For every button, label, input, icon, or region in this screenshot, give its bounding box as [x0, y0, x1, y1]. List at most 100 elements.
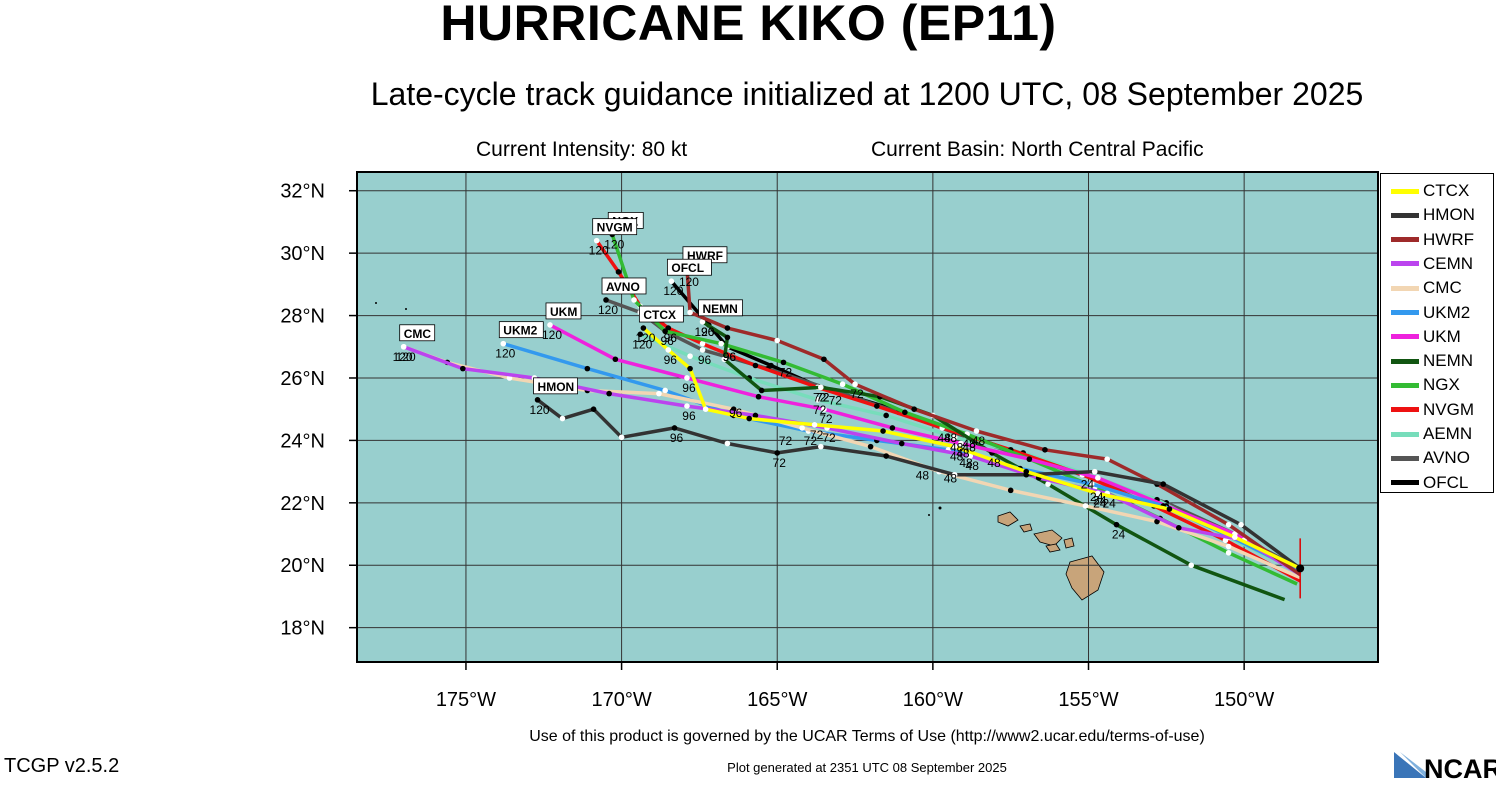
track-point-nvgm: [593, 237, 600, 244]
hour-label-nemn: 120: [695, 325, 715, 339]
island-2: [1045, 543, 1061, 553]
legend-item-hmon: HMON: [1391, 204, 1475, 226]
hour-label-ngx: 120: [604, 237, 624, 251]
track-point-nemn: [721, 356, 728, 363]
track-point-ngx: [631, 297, 637, 303]
model-label-box: [592, 218, 638, 236]
legend-swatch: [1391, 455, 1419, 461]
legend-item-nvgm: NVGM: [1391, 399, 1474, 421]
track-point-ukm: [684, 375, 690, 381]
model-label-nemn: NEMN: [698, 299, 743, 317]
legend-label: UKM: [1423, 326, 1461, 346]
track-point-hmon: [590, 406, 597, 412]
track-point-ngx: [839, 381, 846, 388]
model-label-box: [498, 321, 544, 339]
hour-label-hwrf: 120: [679, 275, 699, 289]
legend-swatch: [1391, 407, 1419, 413]
track-point-cemn: [898, 440, 905, 447]
track-ukm: [549, 323, 1302, 574]
track-point-ngx: [902, 409, 908, 416]
hour-label-avno: 72: [829, 393, 843, 407]
legend-label: NGX: [1423, 375, 1460, 395]
legend-label: OFCL: [1423, 472, 1469, 492]
track-point-cemn: [606, 390, 612, 397]
legend-item-avno: AVNO: [1391, 447, 1470, 469]
hour-label-ctcx: 24: [1093, 496, 1107, 510]
track-point-hmon: [724, 440, 731, 447]
hour-label-ukm2: 72: [804, 434, 818, 448]
legend-swatch: [1391, 334, 1419, 340]
model-label-text: NEMN: [703, 302, 738, 316]
legend-label: UKM2: [1423, 302, 1471, 322]
model-label-ofcl: OFCL: [666, 258, 712, 276]
hour-label-hmon: 120: [530, 403, 550, 417]
ncar-logo-text: NCAR: [1424, 754, 1496, 780]
track-point-nemn: [1188, 562, 1195, 569]
track-point-hmon: [818, 443, 824, 450]
track-point-hwrf: [911, 406, 917, 412]
track-point-hmon: [883, 453, 889, 459]
hour-label-ukm: 72: [819, 412, 833, 426]
track-point-ukm: [889, 425, 896, 431]
track-point-hwrf: [1225, 521, 1232, 528]
track-point-aemn: [951, 434, 958, 441]
hour-label-ofcl: 48: [944, 431, 958, 445]
track-cmc: [403, 345, 1301, 580]
track-point-hwrf: [821, 356, 827, 363]
track-point-ukm2: [1088, 481, 1095, 487]
islet-d: [375, 302, 377, 304]
model-label-text: CMC: [404, 327, 432, 341]
hour-label-ukm: 48: [956, 447, 970, 461]
hour-label-cemn: 120: [396, 350, 416, 364]
hour-label-ofcl: 24: [1081, 478, 1095, 492]
track-point-ukm2: [662, 387, 668, 394]
hour-label-ngx: 48: [962, 437, 976, 451]
track-point-cmc: [867, 443, 874, 450]
hour-label-cmc: 120: [393, 350, 413, 364]
legend-swatch: [1391, 237, 1419, 243]
track-point-ctcx: [702, 406, 709, 412]
hour-label-nvgm: 72: [813, 390, 827, 404]
track-point-hmon: [951, 471, 958, 478]
current-position-dot: [1296, 564, 1305, 573]
hour-label-cemn: 72: [822, 431, 836, 445]
hour-label-ofcl: 96: [723, 350, 737, 364]
x-tick-label: 165°W: [747, 689, 807, 711]
track-point-hwrf: [973, 428, 980, 434]
track-point-cmc: [1225, 543, 1232, 550]
model-label-box: [545, 302, 582, 320]
track-point-ngx: [1225, 549, 1232, 556]
track-point-cemn: [400, 343, 407, 350]
legend-item-aemn: AEMN: [1391, 423, 1472, 445]
x-tick-label: 160°W: [903, 689, 963, 711]
hour-label-nvgm: 48: [938, 431, 952, 445]
track-point-hwrf: [774, 337, 781, 344]
ncar-logo: NCAR: [1392, 748, 1497, 784]
legend-item-nemn: NEMN: [1391, 350, 1473, 372]
terms-of-use: Use of this product is governed by the U…: [529, 728, 1205, 745]
hour-label-cemn: 48: [966, 459, 980, 473]
model-label-box: [533, 377, 578, 395]
track-point-ctcx: [951, 443, 958, 450]
hour-label-cemn: 96: [682, 409, 696, 423]
model-label-text: UKM2: [503, 324, 537, 338]
track-point-cemn: [684, 403, 690, 409]
hour-label-aemn: 72: [813, 403, 827, 417]
model-label-ukm2: UKM2: [498, 321, 544, 339]
track-point-nvgm: [699, 340, 706, 347]
track-point-avno: [603, 297, 609, 303]
legend-label: AEMN: [1423, 424, 1473, 443]
model-label-avno: AVNO: [601, 277, 647, 295]
hour-label-ukm2: 120: [495, 347, 515, 361]
hour-label-ukm2: 96: [729, 406, 743, 420]
track-point-aemn: [814, 397, 821, 403]
model-label-ctcx: CTCX: [638, 305, 684, 323]
track-point-nemn: [758, 387, 765, 394]
hour-label-cemn: 24: [1103, 496, 1117, 510]
map-subtitle: Late-cycle track guidance initialized at…: [370, 76, 1364, 112]
track-point-hmon: [559, 415, 566, 422]
track-point-ctcx: [687, 365, 693, 372]
islet-b: [928, 514, 930, 516]
y-tick-label: 30°N: [280, 243, 325, 265]
